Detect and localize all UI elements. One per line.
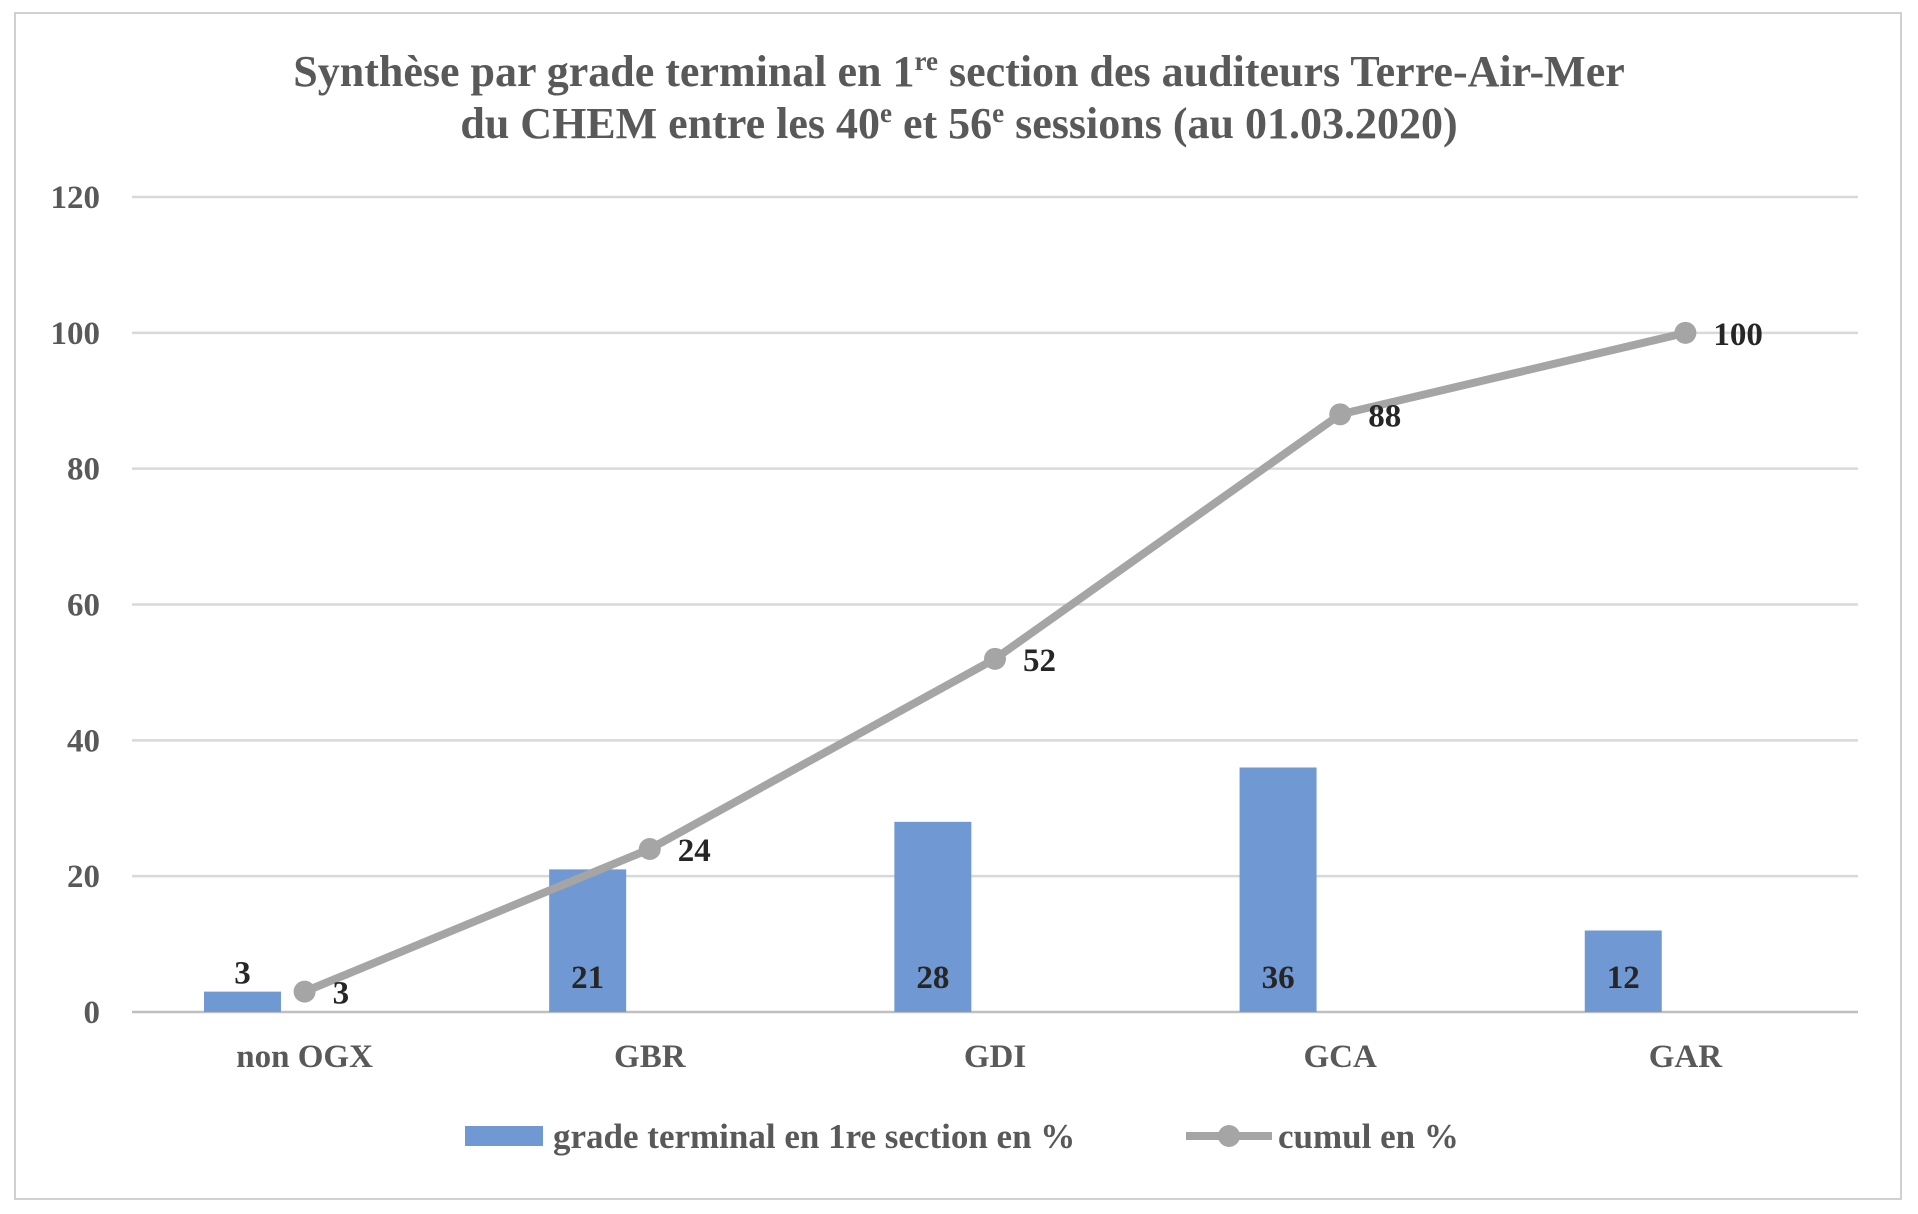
y-tick-label: 20	[67, 859, 100, 895]
legend: grade terminal en 1re section en % cumul …	[465, 1117, 1459, 1156]
gridlines	[132, 195, 1858, 1014]
chart-title: Synthèse par grade terminal en 1re secti…	[293, 46, 1625, 148]
line-data-label: 24	[678, 833, 711, 869]
y-tick-label: 100	[51, 316, 101, 352]
bar	[203, 991, 281, 1012]
line-data-label: 52	[1023, 643, 1056, 679]
chart-title-line-1: Synthèse par grade terminal en 1re secti…	[293, 46, 1625, 96]
chart-title-line-2: du CHEM entre les 40e et 56e sessions (a…	[460, 98, 1457, 148]
bar-data-label: 28	[916, 960, 949, 996]
y-tick-label: 80	[67, 452, 100, 488]
x-tick-label: GAR	[1649, 1039, 1724, 1075]
line-point	[1674, 321, 1697, 344]
legend-bar-swatch	[465, 1126, 543, 1146]
line-point	[1329, 403, 1352, 426]
y-axis-ticks: 0 20 40 60 80 100 120	[51, 180, 101, 1031]
legend-line-marker	[1218, 1125, 1240, 1147]
x-axis-ticks: non OGX GBR GDI GCA GAR	[236, 1039, 1723, 1075]
bar	[1584, 930, 1662, 1012]
line-series	[293, 321, 1697, 1003]
x-tick-label: GBR	[614, 1039, 687, 1075]
y-tick-label: 120	[51, 180, 101, 216]
data-labels: 3 21 28 36 12 3 24 52 88 100	[234, 317, 1763, 1012]
y-tick-label: 0	[84, 995, 101, 1031]
bar-series	[203, 767, 1662, 1012]
line-point	[293, 980, 316, 1003]
bar	[894, 821, 972, 1012]
line-data-label: 3	[333, 976, 350, 1012]
y-tick-label: 60	[67, 588, 100, 624]
legend-bar-label: grade terminal en 1re section en %	[553, 1117, 1075, 1156]
bar	[1239, 767, 1317, 1012]
bar-data-label: 3	[234, 956, 251, 992]
line-data-label: 100	[1713, 317, 1763, 353]
bar-data-label: 21	[571, 960, 604, 996]
x-tick-label: GDI	[964, 1039, 1026, 1075]
chart-frame	[14, 12, 1902, 1200]
y-tick-label: 40	[67, 723, 100, 759]
bar-data-label: 12	[1607, 960, 1640, 996]
line-point	[984, 647, 1006, 670]
x-tick-label: non OGX	[236, 1039, 373, 1075]
bar-data-label: 36	[1262, 960, 1295, 996]
line-point	[638, 838, 661, 860]
bar	[549, 869, 627, 1012]
legend-line-label: cumul en %	[1278, 1117, 1459, 1156]
line-data-label: 88	[1368, 398, 1401, 434]
x-tick-label: GCA	[1304, 1039, 1378, 1075]
